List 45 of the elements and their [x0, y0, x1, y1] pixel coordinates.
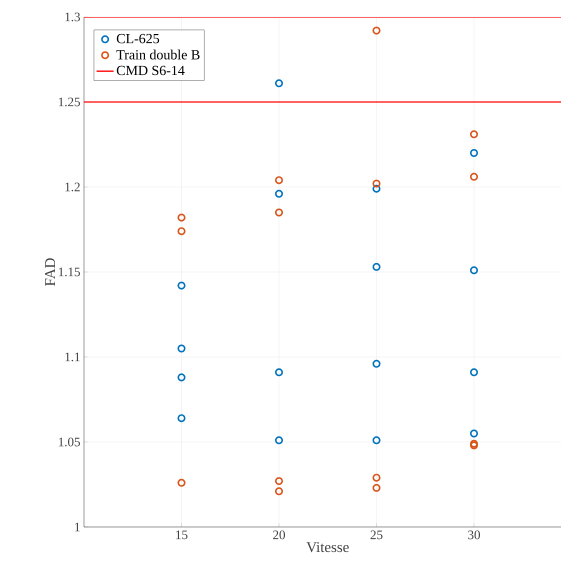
point	[470, 266, 478, 274]
y-tick-label: 1.1	[65, 352, 80, 362]
point	[275, 487, 283, 496]
y-tick-label: 1	[75, 522, 80, 532]
y-tick-label: 1.05	[58, 438, 80, 446]
point	[372, 436, 380, 444]
point	[275, 190, 283, 198]
point	[178, 373, 186, 382]
x-tick-label: 15	[176, 530, 188, 540]
point	[178, 414, 186, 422]
x-tick-label: 30	[468, 530, 480, 540]
point	[178, 227, 186, 236]
point	[372, 360, 380, 368]
y-tick-label: 1.15	[58, 268, 80, 276]
point	[178, 282, 186, 290]
x-axis-title: Vitesse	[306, 542, 349, 552]
point	[372, 474, 380, 482]
point	[178, 214, 186, 222]
point	[275, 436, 283, 444]
legend-label: CL-625	[116, 34, 160, 44]
point	[372, 26, 380, 35]
point	[470, 429, 478, 438]
y-axis-title: FAD	[45, 258, 55, 286]
point	[275, 79, 283, 88]
point	[372, 180, 380, 188]
point	[275, 208, 283, 216]
legend-label: Train double B	[116, 50, 200, 60]
point	[275, 477, 283, 486]
point	[178, 344, 186, 352]
point	[470, 130, 478, 138]
y-tick-label: 1.3	[65, 12, 80, 22]
point	[275, 368, 283, 376]
y-tick-label: 1.2	[65, 182, 80, 192]
point	[470, 148, 478, 157]
y-tick-label: 1.25	[58, 98, 80, 106]
point	[372, 262, 380, 271]
point	[470, 368, 478, 376]
point	[275, 176, 283, 184]
point	[372, 484, 380, 492]
point	[372, 184, 380, 193]
point	[470, 172, 478, 181]
x-tick-label: 20	[273, 530, 285, 540]
legend-label: CMD S6-14	[116, 66, 185, 76]
point	[178, 478, 186, 487]
x-tick-label: 25	[370, 530, 382, 540]
